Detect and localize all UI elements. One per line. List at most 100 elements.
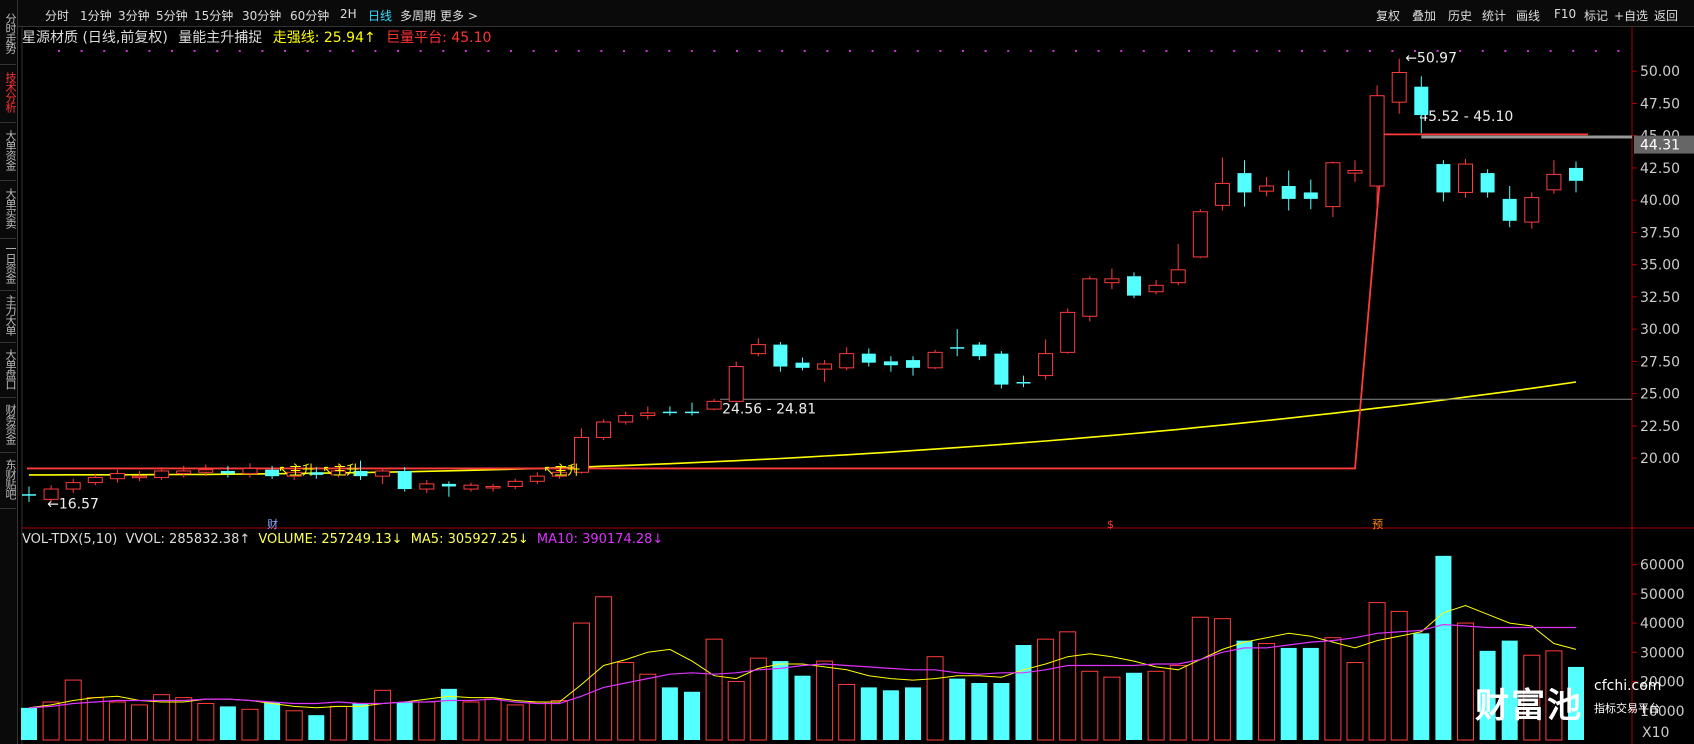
candle-body <box>1436 164 1451 193</box>
candle-body <box>154 470 170 478</box>
toolbar-button-8[interactable]: 返回 <box>1654 9 1679 23</box>
platform-line <box>27 133 1588 470</box>
volume-info-bar: VOL-TDX(5,10) VVOL: 285832.38↑ VOLUME: 2… <box>22 532 667 550</box>
candle-body <box>1303 192 1318 199</box>
toolbar-button-7[interactable]: +自选 <box>1614 9 1649 23</box>
top-dot <box>600 50 603 52</box>
volume-bar <box>617 662 635 741</box>
candle-body <box>906 360 920 368</box>
volume-bar <box>550 700 568 741</box>
top-dot <box>1007 50 1010 52</box>
period-tab-7[interactable]: 2H <box>340 7 357 21</box>
event-marker: 预 <box>1372 518 1383 531</box>
period-tab-1[interactable]: 1分钟 <box>80 9 112 23</box>
volume-bar <box>219 706 236 740</box>
volume-tick-label: 30000 <box>1640 645 1685 661</box>
sidebar-tab-8[interactable]: 东财贴吧 <box>0 450 17 509</box>
top-dot <box>1414 50 1416 52</box>
period-tab-4[interactable]: 15分钟 <box>194 9 234 23</box>
candle-body <box>839 353 855 369</box>
top-dot <box>871 50 874 52</box>
candle-body <box>1192 211 1208 258</box>
period-tab-5[interactable]: 30分钟 <box>242 9 282 23</box>
sidebar-tab-1[interactable]: 技术分析 <box>0 62 17 123</box>
period-tab-9[interactable]: 多周期 <box>400 9 437 23</box>
sidebar-tab-2[interactable]: 大单资金 <box>0 120 17 181</box>
ma10-line <box>28 623 1576 709</box>
candle-body <box>375 470 391 477</box>
candle-body <box>286 471 302 477</box>
volume-bar <box>329 705 347 741</box>
top-dot <box>713 50 716 52</box>
volume-bar <box>418 701 436 741</box>
candle-body <box>596 421 612 438</box>
sidebar-tab-4[interactable]: 一日资金 <box>0 236 17 291</box>
indicator-name[interactable]: 量能主升捕捉 <box>178 30 263 46</box>
support-line-label: 24.56 - 24.81 <box>722 401 816 417</box>
top-dot <box>284 50 286 52</box>
volume-bar <box>838 683 856 741</box>
candle-body <box>1569 167 1583 181</box>
candle-body <box>817 363 833 370</box>
top-dot <box>826 50 829 52</box>
toolbar-button-5[interactable]: F10 <box>1554 7 1577 21</box>
candle-body <box>640 412 656 417</box>
candle-body <box>1082 278 1098 317</box>
candle-body <box>706 400 722 410</box>
toolbar-button-3[interactable]: 统计 <box>1482 9 1507 23</box>
volume-bar <box>661 687 678 740</box>
toolbar-button-4[interactable]: 画线 <box>1516 9 1541 23</box>
top-dot <box>645 50 648 52</box>
candle-body <box>972 344 987 357</box>
top-dot <box>329 50 332 52</box>
volume-bar <box>1324 637 1342 741</box>
toolbar-button-6[interactable]: 标记 <box>1584 9 1609 23</box>
top-dot <box>464 50 467 52</box>
top-dot <box>216 50 219 52</box>
candle-body <box>773 344 788 367</box>
volume-bar <box>1191 616 1209 741</box>
period-tab-3[interactable]: 5分钟 <box>156 9 188 23</box>
volume-bar <box>175 697 193 741</box>
sidebar-tab-6[interactable]: 大单盘口 <box>0 340 17 398</box>
strong-line-value: 走强线: 25.94↑ <box>272 30 376 46</box>
top-dot <box>374 50 377 52</box>
sidebar-tab-0[interactable]: 分时走势 <box>0 2 17 65</box>
period-tab-8[interactable]: 日线 <box>368 9 393 23</box>
candle-body <box>265 469 280 477</box>
candle-body <box>419 483 435 490</box>
volume-bar <box>1081 670 1099 741</box>
price-tick-label: 37.50 <box>1640 225 1680 241</box>
low-label: ←16.57 <box>47 496 99 512</box>
toolbar-button-0[interactable]: 复权 <box>1376 9 1401 23</box>
top-dot <box>532 50 535 52</box>
top-dot <box>238 50 241 52</box>
sidebar-tab-7[interactable]: 财务资金 <box>0 395 17 453</box>
candle-body <box>65 482 81 490</box>
toolbar-button-2[interactable]: 历史 <box>1448 9 1473 23</box>
period-tab-6[interactable]: 60分钟 <box>290 9 330 23</box>
period-tab-10[interactable]: 更多 > <box>440 9 478 23</box>
candle-body <box>861 353 876 363</box>
vol-indicator-name[interactable]: VOL-TDX(5,10) <box>22 532 118 547</box>
volume-bar <box>308 715 325 740</box>
top-dot <box>1481 50 1484 52</box>
candle-body <box>1281 185 1296 199</box>
candle-body <box>1480 173 1495 193</box>
period-tab-2[interactable]: 3分钟 <box>118 9 150 23</box>
top-dot <box>1504 50 1507 52</box>
candle-body <box>574 436 589 473</box>
volume-tick-label: 40000 <box>1640 616 1685 632</box>
sidebar-tab-5[interactable]: 主力大单 <box>0 288 17 343</box>
event-marker: $ <box>1107 518 1114 531</box>
period-tab-0[interactable]: 分时 <box>45 9 70 23</box>
top-dot <box>397 50 399 52</box>
top-dot <box>1527 50 1529 52</box>
candle-body <box>507 480 523 487</box>
toolbar-button-1[interactable]: 叠加 <box>1412 9 1437 23</box>
volume-tick-label: 60000 <box>1640 558 1685 574</box>
candle-body <box>22 494 36 496</box>
sidebar: 分时走势 技术分析 大单资金 大单买卖 一日资金 主力大单 大单盘口 财务资金 东财贴吧 <box>0 0 18 744</box>
sidebar-tab-3[interactable]: 大单买卖 <box>0 178 17 239</box>
